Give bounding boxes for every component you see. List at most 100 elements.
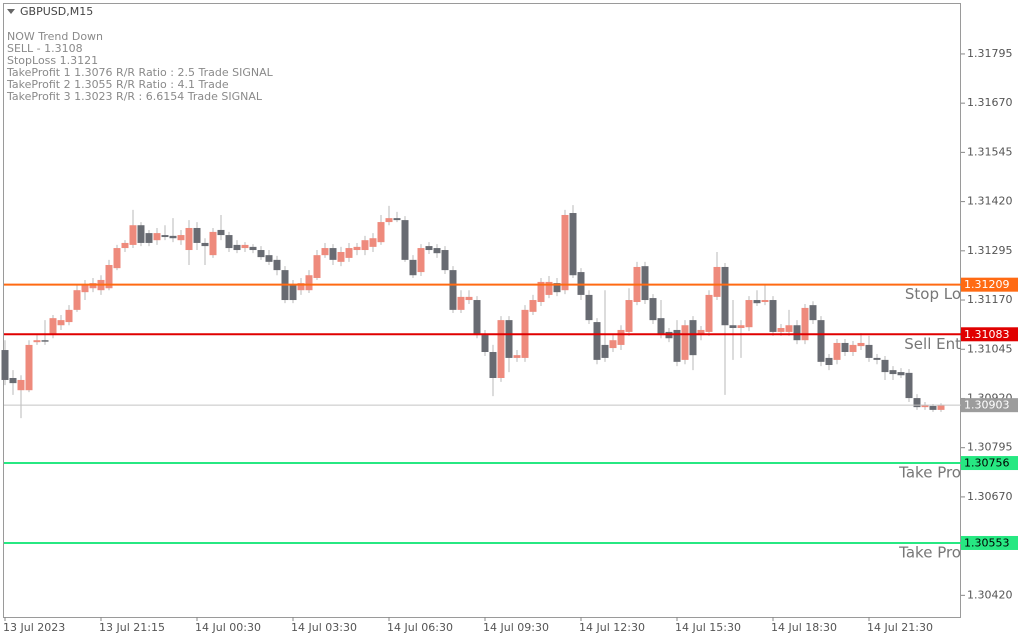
x-tick-label: 14 Jul 21:30	[867, 621, 933, 634]
candle-body	[193, 227, 201, 243]
candle-body	[753, 300, 761, 304]
candle-body	[689, 320, 697, 356]
candle-body	[697, 329, 705, 336]
candle-body	[73, 290, 81, 310]
candle-body	[129, 225, 137, 245]
candle-body	[121, 242, 129, 249]
candle-body	[849, 344, 857, 353]
x-tick-label: 14 Jul 00:30	[195, 621, 261, 634]
candle-body	[49, 318, 57, 336]
plot-area	[1, 205, 945, 419]
candle-body	[833, 342, 841, 360]
candle-body	[889, 370, 897, 375]
candle-body	[713, 266, 721, 297]
x-tick-label: 14 Jul 09:30	[483, 621, 549, 634]
candle-body	[769, 300, 777, 332]
candle-body	[257, 250, 265, 258]
menu-arrow[interactable]	[7, 9, 15, 14]
candle-body	[729, 325, 737, 328]
candle-body	[545, 281, 553, 295]
candle-body	[817, 320, 825, 362]
candle-body	[361, 240, 369, 251]
candle-body	[841, 342, 849, 353]
info-line: TakeProfit 2 1.3055 R/R Ratio : 4.1 Trad…	[6, 78, 229, 91]
candle-body	[393, 218, 401, 221]
candle-body	[249, 246, 257, 251]
candle-body	[161, 235, 169, 238]
candle-body	[785, 325, 793, 332]
candle-body	[457, 296, 465, 310]
candle-body	[209, 231, 217, 256]
candle-body	[113, 248, 121, 269]
candle-body	[201, 242, 209, 247]
candle-body	[145, 233, 153, 243]
candle-body	[105, 264, 113, 289]
candle-body	[81, 285, 89, 293]
y-tick-label: 1.31795	[967, 47, 1013, 60]
candle-body	[153, 233, 161, 241]
candle-body	[265, 255, 273, 262]
candle-body	[1, 350, 9, 380]
info-line: TakeProfit 3 1.3023 R/R : 6.6154 Trade S…	[6, 90, 263, 103]
candle-body	[409, 259, 417, 276]
candle-body	[873, 357, 881, 360]
candle-body	[801, 307, 809, 341]
level-label: Sell Ent	[904, 335, 961, 353]
y-tick-label: 1.30420	[967, 588, 1013, 601]
level-label: Stop Lo	[905, 285, 961, 303]
x-tick-label: 14 Jul 18:30	[771, 621, 837, 634]
candle-body	[385, 218, 393, 223]
x-tick-label: 14 Jul 06:30	[387, 621, 453, 634]
candle-body	[793, 325, 801, 341]
candle-body	[177, 235, 185, 241]
candle-body	[17, 379, 25, 391]
candle-body	[937, 405, 945, 410]
candle-body	[225, 235, 233, 249]
candle-body	[777, 327, 785, 332]
candle-body	[497, 320, 505, 378]
candle-body	[537, 281, 545, 303]
candle-body	[273, 259, 281, 271]
candle-body	[65, 309, 73, 323]
candle-body	[673, 329, 681, 362]
candle-body	[609, 340, 617, 349]
candle-body	[585, 294, 593, 321]
candle-body	[401, 220, 409, 260]
candle-body	[721, 266, 729, 326]
candle-body	[705, 294, 713, 332]
candle-body	[425, 246, 433, 251]
level-label: Take Pro	[898, 464, 961, 482]
candle-body	[289, 285, 297, 301]
candle-body	[417, 248, 425, 273]
candle-body	[593, 322, 601, 360]
candle-body	[169, 235, 177, 239]
candle-body	[321, 248, 329, 256]
price-box	[961, 398, 1018, 413]
level-label: Take Pro	[898, 543, 961, 561]
x-tick-label: 13 Jul 2023	[3, 621, 65, 634]
candle-body	[809, 305, 817, 321]
y-tick-label: 1.31545	[967, 145, 1013, 158]
candle-body	[465, 296, 473, 301]
candle-body	[865, 344, 873, 358]
candle-body	[185, 227, 193, 251]
candle-body	[569, 213, 577, 276]
candle-body	[33, 340, 41, 343]
candle-body	[233, 244, 241, 251]
candle-body	[241, 244, 249, 249]
candle-body	[313, 255, 321, 278]
candle-body	[649, 298, 657, 321]
x-tick-label: 14 Jul 03:30	[291, 621, 357, 634]
candle-body	[329, 248, 337, 260]
price-box-label: 1.31209	[964, 278, 1010, 291]
candle-body	[857, 342, 865, 347]
price-box	[961, 456, 1018, 471]
candle-body	[881, 359, 889, 373]
price-box-label: 1.31083	[964, 328, 1010, 341]
info-line: SELL - 1.3108	[7, 42, 83, 55]
candle-body	[9, 377, 17, 384]
candle-body	[625, 300, 633, 332]
candle-body	[913, 398, 921, 408]
